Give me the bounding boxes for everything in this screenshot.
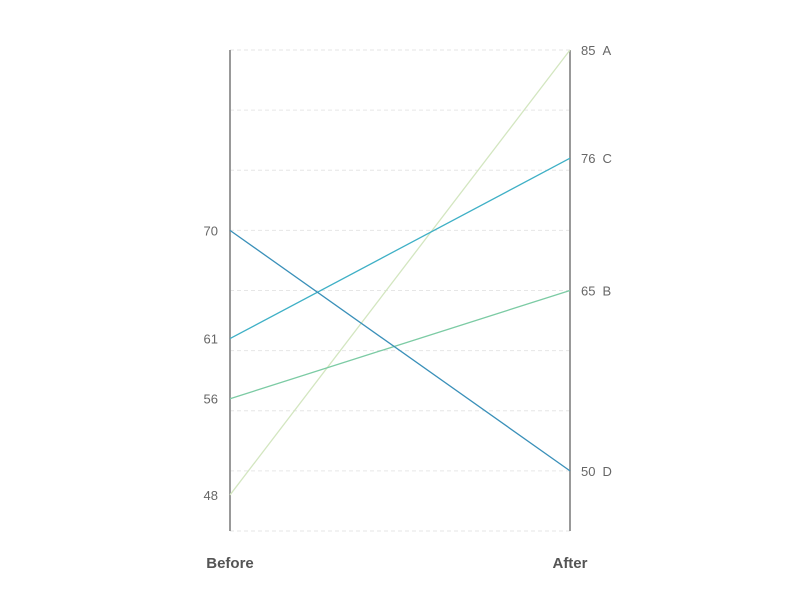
series-name-label: C <box>602 151 611 166</box>
after-value-label: 50 D <box>581 464 612 479</box>
before-value-label: 56 <box>204 392 218 407</box>
after-value-label: 76 C <box>581 151 612 166</box>
before-axis-label: Before <box>206 555 254 572</box>
series-lines <box>229 49 571 496</box>
after-value: 76 <box>581 151 595 166</box>
after-axis-label: After <box>552 555 587 572</box>
after-value: 65 <box>581 284 595 299</box>
series-name-label: D <box>602 464 611 479</box>
value-labels: 48 85 A 56 65 B 61 76 C 70 50 D <box>204 43 612 503</box>
after-value-label: 85 A <box>581 43 611 58</box>
before-value-label: 70 <box>204 223 218 238</box>
series-line-A <box>229 49 571 496</box>
after-value: 50 <box>581 464 595 479</box>
series-name-label: B <box>602 284 611 299</box>
after-value-label: 65 B <box>581 284 611 299</box>
series-line-D <box>229 229 571 472</box>
series-name-label: A <box>602 43 611 58</box>
series-line-C <box>229 157 571 340</box>
series-line-B <box>229 289 571 400</box>
before-value-label: 61 <box>204 332 218 347</box>
before-value-label: 48 <box>204 488 218 503</box>
gridlines <box>230 49 570 532</box>
after-value: 85 <box>581 43 595 58</box>
